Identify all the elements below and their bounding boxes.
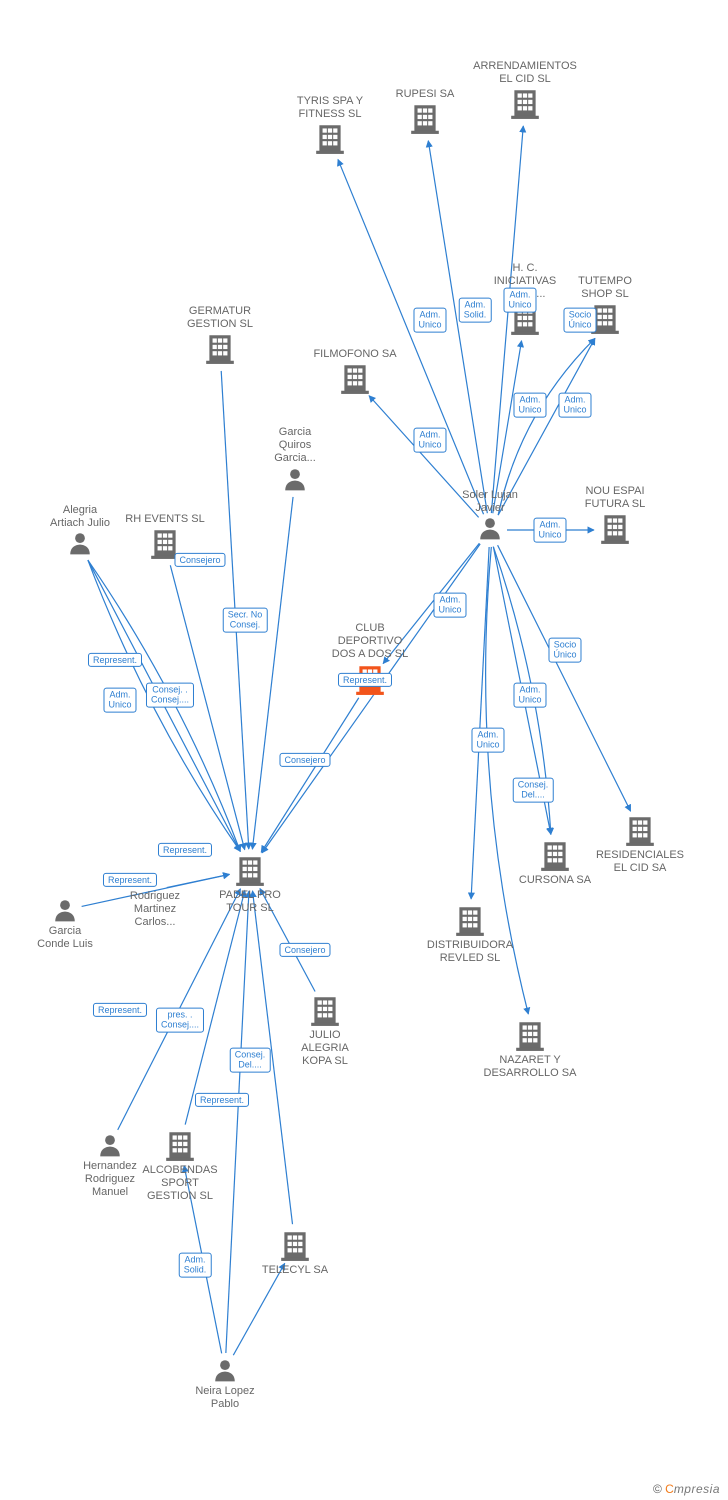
edge-solerlujan-tutempo bbox=[498, 338, 595, 515]
edge-label: Adm. Unico bbox=[103, 688, 136, 713]
copyright-symbol: © bbox=[653, 1482, 662, 1496]
edge-label: Consej. . Consej.... bbox=[146, 683, 194, 708]
footer-brand: © Cmpresia bbox=[653, 1482, 720, 1496]
network-canvas bbox=[0, 0, 728, 1500]
edge-label: Represent. bbox=[158, 843, 212, 857]
edge-solerlujan-padelpro bbox=[262, 544, 480, 853]
edge-label: Adm. Solid. bbox=[179, 1253, 212, 1278]
edge-garciaquiros-padelpro bbox=[252, 497, 293, 849]
edge-label: Consejero bbox=[174, 553, 225, 567]
edge-label: pres. . Consej.... bbox=[156, 1008, 204, 1033]
edge-label: Adm. Unico bbox=[558, 393, 591, 418]
edge-label: Adm. Unico bbox=[533, 518, 566, 543]
edge-label: Socio Único bbox=[563, 308, 596, 333]
edge-label: Adm. Unico bbox=[433, 593, 466, 618]
edge-label: Represent. bbox=[338, 673, 392, 687]
edge-label: Adm. Solid. bbox=[459, 298, 492, 323]
edge-solerlujan-tyris bbox=[338, 159, 484, 514]
edge-label: Adm. Unico bbox=[471, 728, 504, 753]
edge-label: Consejero bbox=[279, 753, 330, 767]
edge-neiralopez-padelpro bbox=[226, 891, 249, 1353]
edge-solerlujan-arrcid bbox=[491, 126, 523, 513]
edge-label: Consejero bbox=[279, 943, 330, 957]
brand-rest: mpresia bbox=[674, 1482, 720, 1496]
edge-label: Consej. Del.... bbox=[230, 1048, 271, 1073]
edge-neiralopez-telecyl bbox=[233, 1263, 284, 1355]
edge-label: Represent. bbox=[88, 653, 142, 667]
edge-label: Consej. Del.... bbox=[513, 778, 554, 803]
edge-label: Adm. Unico bbox=[513, 683, 546, 708]
edge-label: Adm. Unico bbox=[513, 393, 546, 418]
edge-solerlujan-hciniciat bbox=[493, 341, 522, 514]
edge-label: Represent. bbox=[93, 1003, 147, 1017]
edge-label: Represent. bbox=[103, 873, 157, 887]
edge-label: Secr. No Consej. bbox=[223, 608, 268, 633]
edge-label: Represent. bbox=[195, 1093, 249, 1107]
edge-julioaleg-padelpro bbox=[260, 889, 315, 992]
edge-label: Adm. Unico bbox=[413, 308, 446, 333]
brand-c: C bbox=[665, 1482, 674, 1496]
edge-solerlujan-filmofono bbox=[369, 396, 479, 518]
edge-label: Adm. Unico bbox=[503, 288, 536, 313]
edge-clubdep-padelpro bbox=[261, 698, 359, 852]
edge-label: Adm. Unico bbox=[413, 428, 446, 453]
edge-solerlujan-residcid bbox=[498, 545, 631, 811]
edge-label: Socio Único bbox=[548, 638, 581, 663]
